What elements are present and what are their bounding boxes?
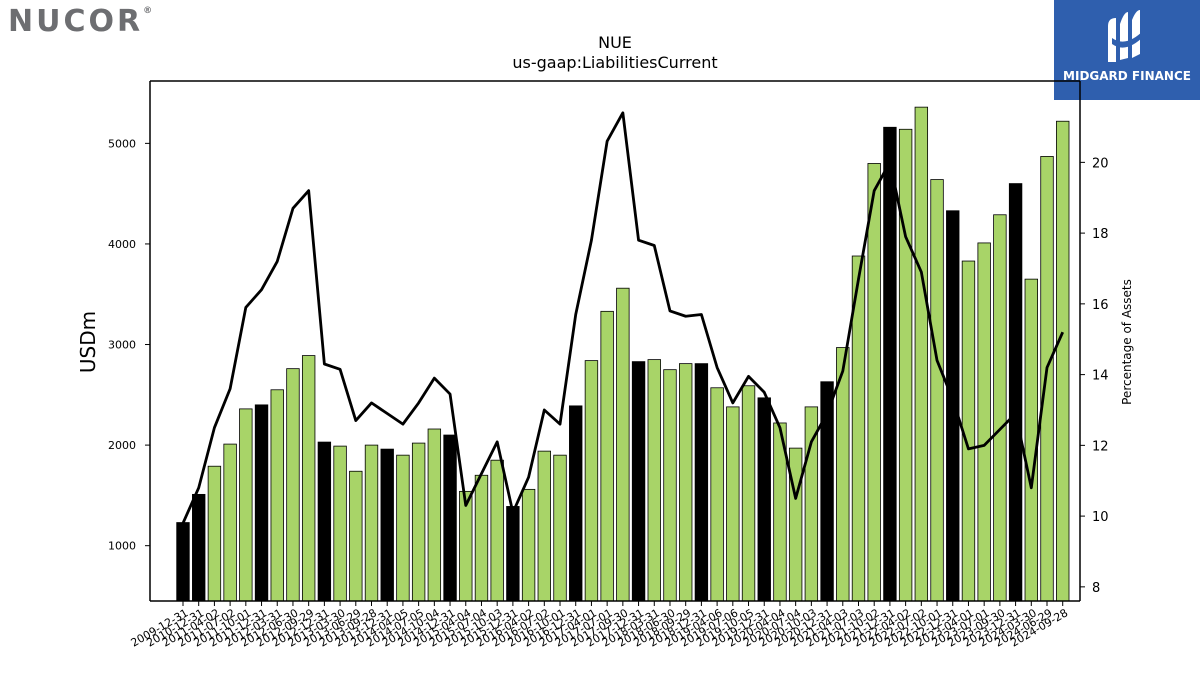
bar	[176, 522, 190, 602]
bar	[663, 369, 677, 602]
bar	[1040, 156, 1054, 602]
bar	[631, 361, 646, 602]
nucor-logo-text: NUCOR	[8, 4, 144, 39]
y-tick-label: 1000	[108, 540, 136, 553]
series-line	[181, 111, 1064, 524]
bar	[898, 128, 913, 602]
midgard-m-icon	[1108, 10, 1144, 62]
y2-axis-label: Percentage of Assets	[1120, 279, 1134, 405]
bar	[349, 470, 363, 602]
bar	[616, 287, 630, 602]
midgard-finance-logo: MIDGARD FINANCE	[1054, 0, 1200, 100]
y2-tick-label: 8	[1092, 581, 1100, 596]
bar	[254, 404, 269, 602]
bar	[521, 488, 536, 602]
bar	[679, 363, 693, 602]
bar	[317, 441, 332, 602]
y2-tick-label: 18	[1092, 227, 1109, 242]
bar	[867, 163, 881, 602]
bar	[757, 397, 771, 602]
bar	[1056, 120, 1070, 602]
bar	[411, 442, 426, 602]
bar	[270, 389, 284, 602]
bar	[600, 310, 614, 602]
nucor-logo: NUCOR®	[8, 4, 152, 39]
y2-tick-label: 14	[1092, 369, 1109, 384]
bar	[537, 450, 551, 602]
bar	[1024, 278, 1038, 602]
y-tick-label: 4000	[108, 238, 136, 251]
y-tick-label: 5000	[108, 137, 136, 150]
bar	[207, 465, 222, 602]
bar	[883, 126, 897, 602]
bar	[380, 448, 394, 602]
bar	[930, 179, 944, 602]
y-axis-label: USDm	[76, 311, 100, 373]
bar	[710, 387, 724, 602]
registered-mark: ®	[143, 6, 153, 16]
bar	[569, 405, 583, 602]
bar	[223, 443, 237, 602]
bar	[647, 359, 661, 602]
y2-tick-label: 12	[1092, 439, 1109, 454]
bar	[694, 363, 709, 602]
bar	[333, 445, 347, 602]
bar	[443, 434, 457, 602]
y-tick-label: 2000	[108, 439, 136, 452]
bar	[914, 106, 929, 602]
bar	[788, 447, 803, 602]
bar	[239, 408, 253, 602]
y2-tick-label: 16	[1092, 298, 1109, 313]
bar	[301, 355, 316, 602]
bar	[726, 406, 740, 602]
bar	[1008, 183, 1023, 602]
bar	[427, 428, 442, 602]
bar	[506, 506, 520, 602]
bar	[993, 214, 1007, 602]
y2-tick-label: 10	[1092, 510, 1109, 525]
bar	[490, 459, 504, 602]
chart-title: NUE	[598, 33, 632, 52]
y2-tick-label: 20	[1092, 156, 1109, 171]
bar	[286, 368, 300, 602]
bar	[553, 454, 567, 602]
bar	[977, 242, 991, 602]
bar	[741, 385, 756, 602]
bar	[364, 444, 379, 602]
bar	[459, 490, 473, 602]
y-tick-label: 3000	[108, 339, 136, 352]
bar	[192, 493, 206, 602]
chart-subtitle: us-gaap:LiabilitiesCurrent	[512, 53, 717, 72]
midgard-finance-wordmark: MIDGARD FINANCE	[1063, 69, 1191, 83]
bar	[474, 474, 489, 602]
bar	[584, 360, 599, 602]
bar	[946, 210, 960, 602]
bar	[396, 454, 410, 602]
